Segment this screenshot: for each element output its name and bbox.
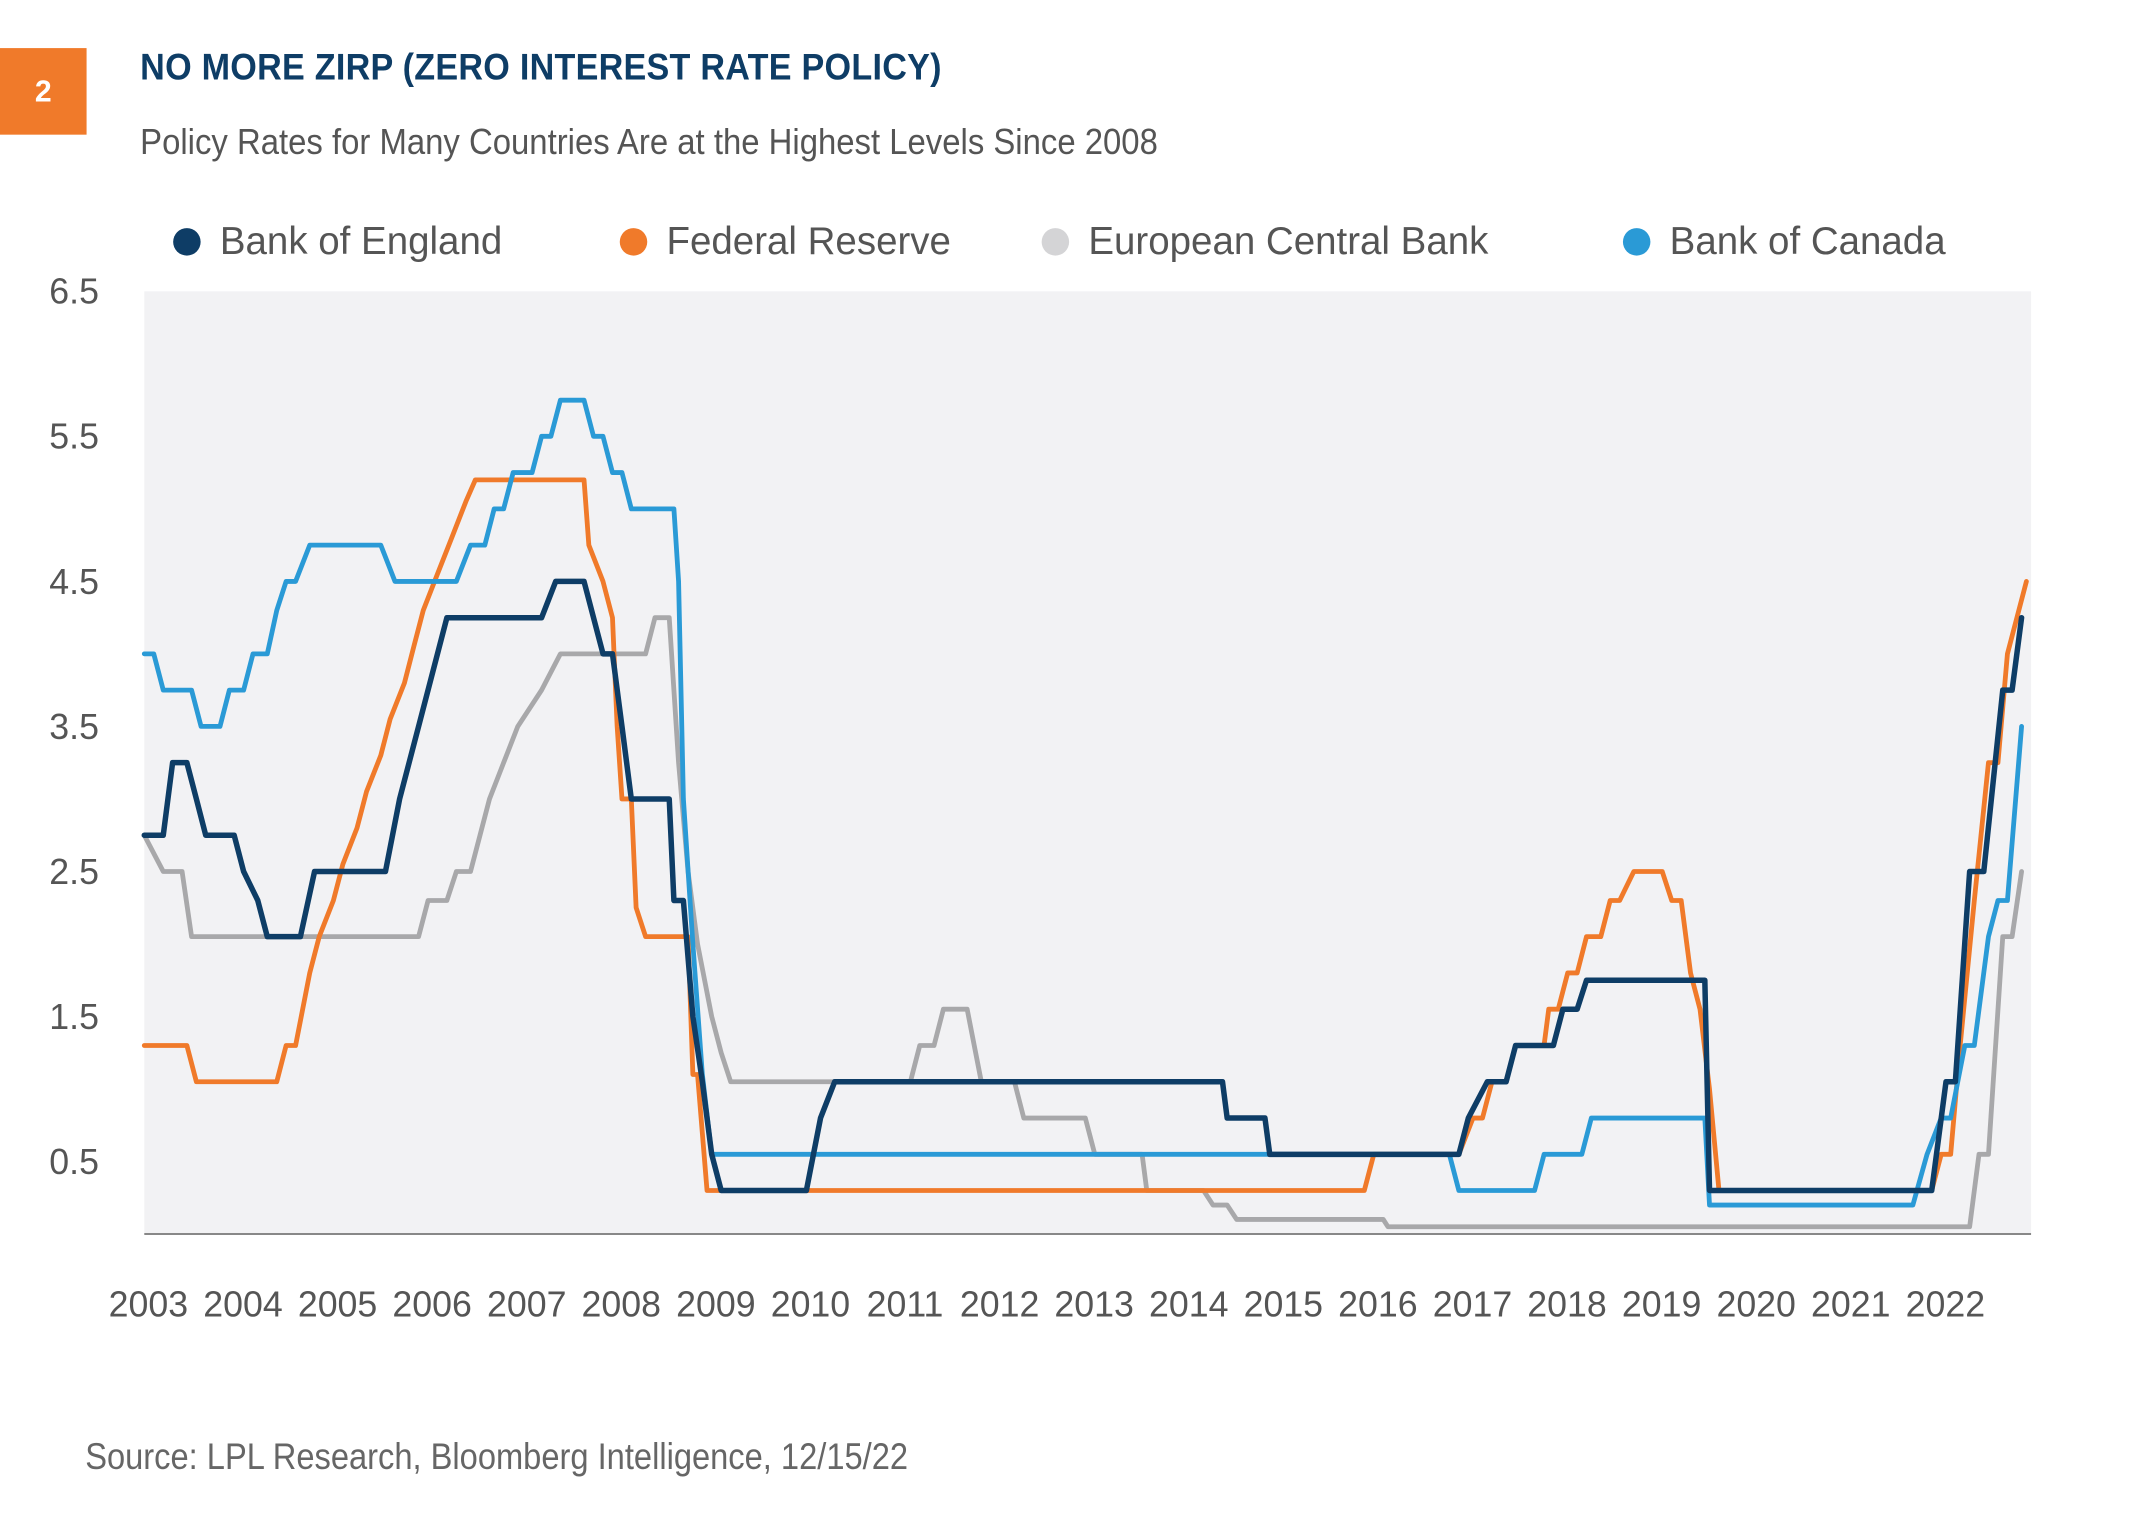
x-axis: 2003 2004 2005 2006 2007 2008 2009 2010 2011 2012… [109, 1284, 1985, 1324]
x-tick-label: 2013 [1054, 1284, 1133, 1324]
legend-dot-icon [619, 228, 648, 256]
legend-item-federal-reserve: Federal Reserve [619, 219, 951, 264]
x-tick-label: 2008 [582, 1284, 661, 1324]
x-tick-label: 2018 [1527, 1284, 1606, 1324]
legend-item-bank-of-canada: Bank of Canada [1622, 219, 1946, 264]
x-tick-label: 2012 [960, 1284, 1039, 1324]
x-tick-label: 2007 [487, 1284, 566, 1324]
y-tick-label: 1.5 [49, 997, 99, 1037]
x-tick-label: 2009 [676, 1284, 755, 1324]
legend-label: European Central Bank [1088, 219, 1489, 263]
legend-dot-icon [1622, 228, 1651, 256]
x-tick-label: 2003 [109, 1284, 188, 1324]
series-line-bank-of-england [141, 578, 2025, 1194]
x-tick-label: 2017 [1433, 1284, 1512, 1324]
legend-label: Bank of Canada [1669, 219, 1946, 263]
plot-area [144, 291, 2032, 1235]
y-axis: 6.5 5.5 4.5 3.5 2.5 1.5 0.5 [49, 272, 99, 1182]
source-note: Source: LPL Research, Bloomberg Intellig… [85, 1436, 909, 1478]
y-tick-label: 5.5 [49, 417, 99, 457]
x-tick-label: 2019 [1622, 1284, 1701, 1324]
series-line-federal-reserve [141, 477, 2029, 1193]
line-chart: 6.55.54.53.52.51.50.5 2003 2004 2005 2006 20… [49, 272, 2032, 1324]
figure-number-badge: 2 [0, 48, 87, 135]
legend-dot-icon [1041, 228, 1070, 256]
x-tick-label: 2022 [1906, 1284, 1985, 1324]
x-tick-label: 2014 [1149, 1284, 1228, 1324]
x-tick-label: 2005 [298, 1284, 377, 1324]
chart-title: NO MORE ZIRP (ZERO INTEREST RATE POLICY) [140, 46, 942, 88]
series-line-ecb [141, 615, 2024, 1230]
series-layer [141, 397, 2029, 1230]
legend-label: Bank of England [219, 219, 503, 263]
x-tick-label: 2016 [1338, 1284, 1417, 1324]
legend-dot-icon [173, 228, 201, 256]
x-tick-label: 2021 [1811, 1284, 1890, 1324]
y-tick-label: 2.5 [49, 852, 99, 892]
legend-item-european-central-bank: European Central Bank [1041, 219, 1489, 264]
x-tick-label: 2010 [771, 1284, 850, 1324]
y-tick-label: 3.5 [49, 707, 99, 747]
y-tick-label: 4.5 [49, 562, 99, 602]
legend-item-bank-of-england: Bank of England [173, 220, 502, 264]
legend-label: Federal Reserve [666, 219, 951, 263]
x-tick-label: 2015 [1244, 1284, 1323, 1324]
y-tick-label: 0.5 [49, 1142, 99, 1182]
x-tick-label: 2020 [1716, 1284, 1795, 1324]
x-tick-label: 2006 [392, 1284, 471, 1324]
series-line-bank-of-canada [141, 397, 2024, 1208]
chart-subtitle: Policy Rates for Many Countries Are at t… [140, 120, 1158, 163]
y-tick-label: 6.5 [49, 272, 99, 312]
x-tick-label: 2011 [867, 1284, 944, 1324]
x-tick-label: 2004 [203, 1284, 282, 1324]
legend: Bank of England Federal Reserve European… [0, 220, 2130, 267]
